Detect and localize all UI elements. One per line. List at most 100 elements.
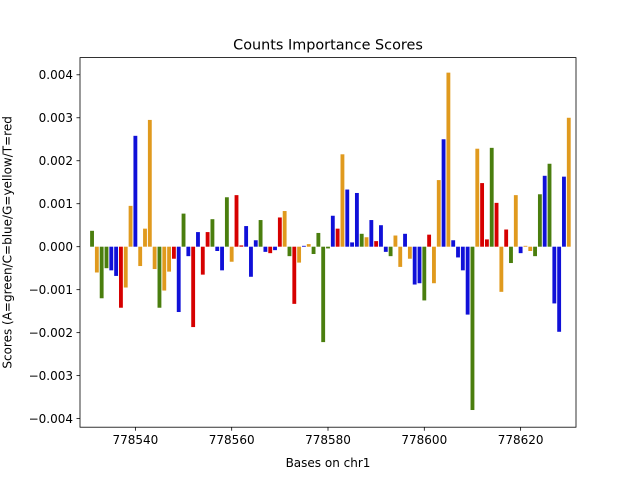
bar-76 [456,246,460,258]
bar-58 [369,220,374,247]
bar-95 [547,163,552,247]
bar-13 [152,246,157,270]
bar-24 [205,232,210,247]
bar-57 [364,237,369,247]
bar-16 [167,246,172,272]
bar-53 [345,189,350,247]
bar-25 [210,219,215,247]
bar-22 [196,232,200,247]
y-tick-label-3: −0.001 [29,283,73,297]
bar-59 [374,241,379,247]
bar-49 [326,246,330,249]
bar-88 [513,195,518,247]
bar-46 [311,246,316,255]
bar-63 [393,235,398,247]
x-tick-label-3: 778600 [401,433,447,447]
y-tick-label-2: −0.002 [29,326,73,340]
bar-81 [480,183,485,247]
bar-9 [133,135,138,247]
bar-7 [123,246,128,288]
bar-33 [249,246,253,277]
bar-85 [499,246,504,292]
bar-6 [119,246,123,308]
bar-3 [104,246,109,269]
bar-61 [383,246,388,252]
bar-83 [489,147,494,247]
bar-0 [90,230,94,247]
y-tick-label-6: 0.002 [39,154,73,168]
bar-68 [417,246,422,284]
bar-14 [157,246,162,308]
bar-11 [143,228,147,247]
x-tick-label-4: 778620 [498,433,544,447]
bar-32 [244,226,249,247]
bar-69 [422,246,427,301]
bar-19 [181,213,186,247]
bar-23 [200,246,205,275]
bar-2 [99,246,104,299]
bar-79 [470,246,475,411]
y-tick-label-0: −0.004 [29,412,73,426]
bar-43 [297,246,302,263]
bar-82 [484,239,489,247]
bar-41 [287,246,292,257]
bar-74 [446,72,451,247]
bar-67 [412,246,417,285]
bar-94 [542,175,547,247]
bar-4 [109,246,114,271]
bar-40 [282,211,287,247]
bar-12 [147,119,152,247]
bar-84 [494,202,499,247]
bar-42 [292,246,297,304]
bar-26 [215,246,220,251]
bar-98 [562,176,566,247]
x-axis-ticks: 778540 778560 778580 778600 778620 [112,427,544,447]
bar-47 [316,232,321,247]
bar-17 [171,246,176,259]
bar-54 [350,242,354,247]
bar-73 [441,139,446,247]
bar-10 [138,246,143,267]
bar-1 [94,246,99,273]
y-tick-label-5: 0.001 [39,197,73,211]
bar-93 [537,194,542,247]
y-axis-label: Scores (A=green/C=blue/G=yellow/T=red [1,116,15,369]
bar-51 [335,228,340,247]
x-tick-label-2: 778580 [305,433,351,447]
bar-38 [273,246,277,251]
bar-65 [403,233,407,247]
bar-87 [509,246,513,264]
bar-66 [407,246,412,259]
bar-75 [451,240,456,247]
bar-45 [306,244,311,247]
y-axis-ticks: −0.004 −0.003 −0.002 −0.001 0.000 0.001 0.002 0… [29,68,80,426]
bar-39 [277,217,282,247]
bar-31 [239,245,244,247]
bar-91 [528,246,533,251]
bars-group [90,72,571,411]
bar-72 [436,180,441,247]
bar-62 [388,246,393,257]
bar-92 [533,246,537,257]
bar-30 [234,195,239,247]
bar-37 [268,246,273,254]
bar-21 [191,246,196,328]
bar-71 [432,246,436,284]
bar-60 [379,225,383,247]
x-axis-label: Bases on chr1 [286,456,371,470]
bar-20 [186,246,191,257]
bar-86 [504,229,509,247]
bar-35 [258,220,263,247]
bar-50 [330,215,335,247]
y-tick-label-4: 0.000 [39,240,73,254]
chart-title: Counts Importance Scores [233,38,423,54]
bar-80 [475,148,480,247]
bar-8 [128,205,133,247]
bar-15 [162,246,167,291]
bar-56 [359,233,364,247]
bar-27 [220,246,224,271]
bar-34 [253,240,258,247]
bar-89 [518,246,523,254]
bar-36 [263,246,268,252]
